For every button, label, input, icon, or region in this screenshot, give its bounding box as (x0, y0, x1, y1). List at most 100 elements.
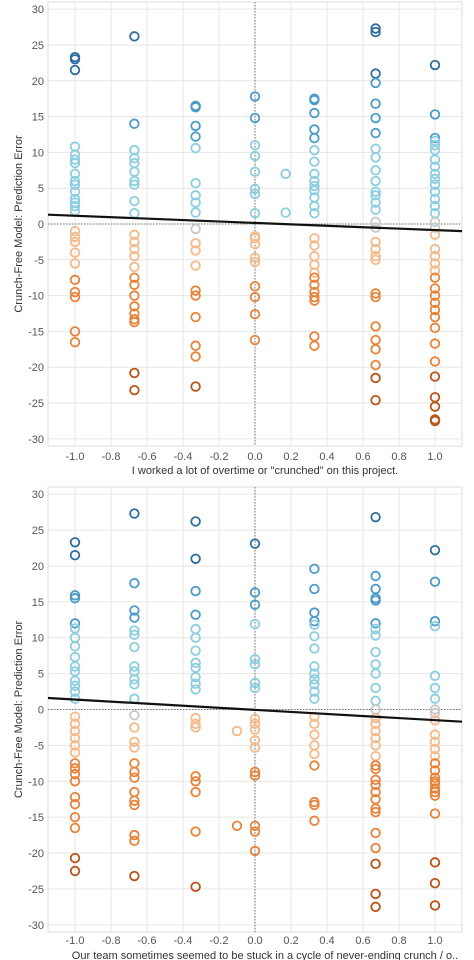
data-point (69, 618, 81, 629)
data-point (370, 806, 381, 818)
data-point (309, 619, 320, 631)
data-point (231, 820, 243, 831)
data-point (309, 295, 320, 306)
y-tick-label: 15 (32, 597, 44, 609)
data-point (129, 661, 140, 672)
data-point (429, 693, 441, 704)
data-point (429, 371, 441, 382)
data-point (429, 154, 441, 165)
data-point (190, 776, 201, 787)
y-tick-label: 10 (32, 633, 44, 645)
data-point (249, 718, 261, 730)
data-point (280, 168, 291, 180)
data-point (370, 646, 381, 658)
data-point (309, 661, 320, 672)
data-point (370, 321, 381, 332)
data-point (249, 742, 261, 753)
data-point (249, 183, 261, 195)
data-point (69, 231, 81, 243)
data-point (309, 760, 320, 771)
data-point (429, 772, 441, 783)
y-tick-label: -25 (28, 884, 44, 896)
y-tick-label: -20 (28, 848, 44, 860)
data-point (309, 679, 320, 690)
data-point (69, 725, 81, 737)
y-tick-label: 5 (38, 183, 44, 195)
data-point (129, 236, 140, 248)
data-point (69, 711, 81, 722)
data-point (249, 724, 261, 735)
data-point (370, 630, 381, 641)
y-tick-label: -25 (28, 398, 44, 410)
data-point (370, 112, 381, 124)
data-point (69, 593, 81, 604)
y-tick-label: -20 (28, 362, 44, 374)
x-tick-label: -0.4 (174, 935, 193, 947)
data-point (309, 563, 320, 575)
data-point (129, 384, 140, 396)
data-point (129, 229, 140, 240)
x-tick-label: -1.0 (66, 935, 85, 947)
data-point (370, 186, 381, 197)
data-point (429, 109, 441, 120)
data-point (370, 204, 381, 215)
data-point (370, 774, 381, 786)
data-point (370, 888, 381, 900)
x-tick-label: 0.2 (283, 935, 298, 947)
data-point (129, 118, 140, 129)
data-point (69, 336, 81, 348)
x-tick-label: 0.0 (247, 451, 262, 463)
x-tick-label: 0.8 (391, 935, 406, 947)
x-tick-label: 1.0 (427, 451, 442, 463)
data-point (190, 190, 201, 201)
y-tick-label: -15 (28, 326, 44, 338)
data-point (69, 157, 81, 169)
data-point (309, 267, 320, 278)
data-point (429, 222, 441, 233)
data-point (370, 98, 381, 109)
data-point (69, 236, 81, 248)
data-point (129, 766, 140, 778)
data-point (69, 865, 81, 877)
data-point (309, 291, 320, 303)
data-point (129, 301, 140, 312)
data-point (190, 238, 201, 249)
data-point (309, 180, 320, 192)
data-point (249, 334, 261, 346)
data-point (249, 713, 261, 725)
data-point (69, 747, 81, 758)
y-tick-label: 0 (38, 219, 44, 231)
data-point (129, 736, 140, 747)
y-tick-label: -30 (28, 434, 44, 446)
data-point (249, 538, 261, 549)
data-point (129, 612, 140, 623)
data-point (429, 322, 441, 334)
data-point (129, 261, 140, 273)
data-point (429, 401, 441, 412)
data-point (69, 641, 81, 652)
data-point (129, 870, 140, 882)
data-point (69, 286, 81, 298)
data-point (69, 763, 81, 774)
data-point (129, 605, 140, 616)
y-tick-label: -5 (34, 255, 44, 267)
data-point (429, 682, 441, 694)
data-point (370, 803, 381, 814)
data-point (309, 94, 320, 106)
data-point (69, 274, 81, 286)
data-point (69, 247, 81, 258)
chart-panel-never-ending-crunch: 30 25 20 15 10 5 0 -5 -10 -15 -20 -25 -30 -1.0 -0.8 -0.… (13, 486, 463, 960)
data-point (429, 290, 441, 301)
x-tick-label: 1.0 (427, 935, 442, 947)
data-point (370, 243, 381, 255)
y-tick-label: -30 (28, 920, 44, 932)
data-point (129, 679, 140, 690)
data-point (69, 64, 81, 76)
data-point (429, 900, 441, 911)
data-point (69, 852, 81, 864)
data-point (370, 394, 381, 406)
data-point (370, 359, 381, 371)
data-point (129, 243, 140, 255)
data-point (370, 175, 381, 187)
